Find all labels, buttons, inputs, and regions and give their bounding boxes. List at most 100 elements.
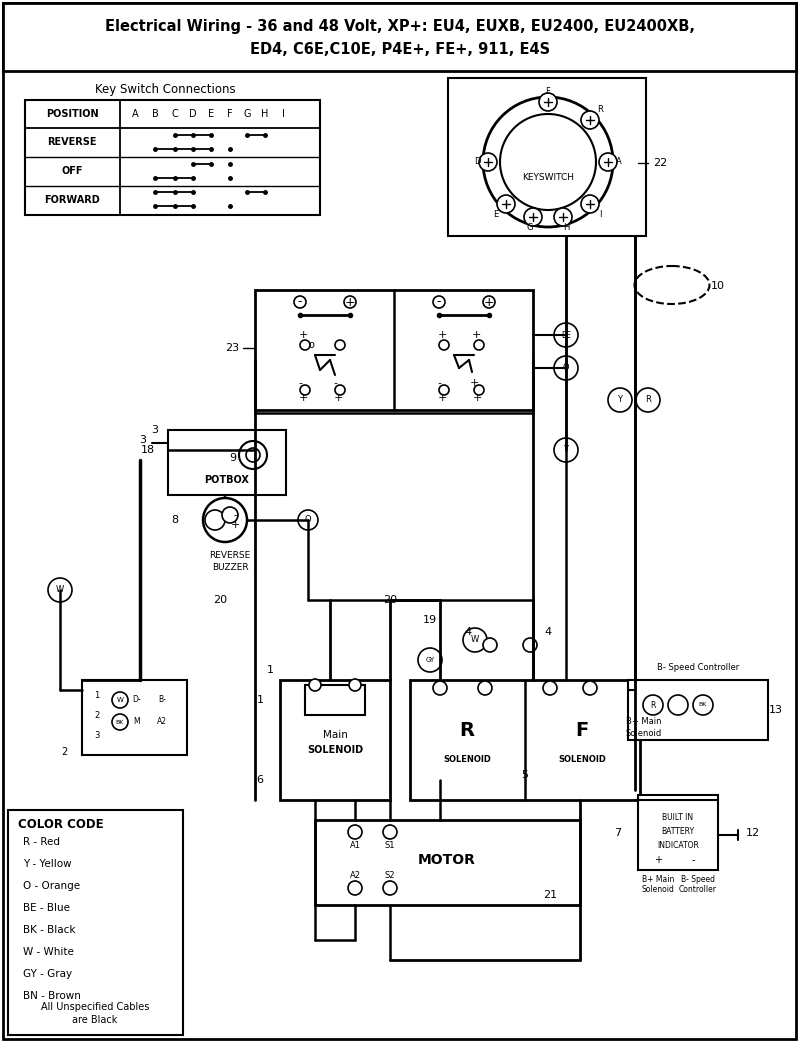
- Text: 8: 8: [171, 515, 178, 525]
- Text: 20: 20: [213, 595, 227, 605]
- Text: I: I: [599, 210, 602, 219]
- Text: -: -: [437, 378, 441, 388]
- Circle shape: [300, 340, 310, 350]
- Text: -: -: [233, 510, 237, 520]
- Text: 12: 12: [746, 828, 760, 838]
- Circle shape: [554, 208, 572, 226]
- Bar: [315, 820, 580, 905]
- Text: B- Speed: B- Speed: [681, 875, 715, 885]
- Circle shape: [543, 681, 557, 695]
- Text: BUILT IN: BUILT IN: [662, 813, 694, 821]
- Text: 7: 7: [614, 828, 622, 838]
- Text: R: R: [645, 396, 651, 404]
- Text: C: C: [172, 109, 178, 119]
- Text: 19: 19: [423, 615, 437, 625]
- Text: +: +: [230, 520, 240, 530]
- Circle shape: [349, 679, 361, 691]
- Bar: [8, 810, 183, 1035]
- Text: H: H: [562, 223, 569, 232]
- Circle shape: [300, 384, 310, 395]
- Text: 5: 5: [522, 770, 529, 780]
- Text: Main: Main: [322, 730, 347, 740]
- Circle shape: [668, 695, 688, 715]
- Text: +: +: [298, 330, 308, 340]
- Text: 1: 1: [94, 691, 100, 699]
- Circle shape: [693, 695, 713, 715]
- Circle shape: [581, 195, 599, 213]
- Text: G: G: [527, 223, 534, 232]
- Bar: [255, 290, 533, 410]
- Circle shape: [554, 356, 578, 380]
- Text: +: +: [484, 296, 494, 308]
- Text: M: M: [134, 718, 140, 726]
- Circle shape: [463, 628, 487, 652]
- Circle shape: [636, 388, 660, 412]
- Circle shape: [48, 578, 72, 602]
- Text: All Unspecified Cables: All Unspecified Cables: [41, 1002, 149, 1012]
- Text: Y: Y: [563, 446, 569, 454]
- Text: R: R: [650, 700, 656, 710]
- Text: o: o: [308, 340, 314, 350]
- Circle shape: [583, 681, 597, 695]
- Circle shape: [554, 438, 578, 462]
- Text: W: W: [471, 636, 479, 645]
- Text: +: +: [345, 296, 355, 308]
- Text: BUZZER: BUZZER: [212, 563, 248, 571]
- Text: KEYSWITCH: KEYSWITCH: [522, 173, 574, 181]
- Text: Y: Y: [618, 396, 622, 404]
- Text: F: F: [546, 86, 550, 96]
- Bar: [628, 680, 768, 740]
- Text: 1: 1: [266, 665, 274, 675]
- Text: are Black: are Black: [72, 1015, 118, 1025]
- Text: INDICATOR: INDICATOR: [657, 841, 699, 849]
- Text: BK: BK: [116, 719, 124, 724]
- Text: +: +: [471, 330, 481, 340]
- Circle shape: [335, 384, 345, 395]
- Circle shape: [348, 880, 362, 895]
- Text: Y - Yellow: Y - Yellow: [23, 859, 72, 869]
- Text: -: -: [437, 296, 442, 308]
- Circle shape: [246, 448, 260, 462]
- Text: SOLENOID: SOLENOID: [307, 745, 363, 755]
- Text: B+ Main: B+ Main: [642, 875, 674, 885]
- Circle shape: [344, 296, 356, 308]
- Circle shape: [581, 111, 599, 129]
- Circle shape: [383, 880, 397, 895]
- Text: BE: BE: [561, 330, 571, 340]
- Text: R: R: [459, 720, 474, 740]
- Text: 4: 4: [545, 627, 551, 637]
- Text: REVERSE: REVERSE: [47, 137, 97, 147]
- Text: A2: A2: [157, 718, 167, 726]
- Text: OFF: OFF: [62, 166, 82, 176]
- Circle shape: [483, 638, 497, 652]
- Circle shape: [112, 714, 128, 730]
- Text: H: H: [262, 109, 269, 119]
- Ellipse shape: [634, 266, 710, 304]
- Text: B+ Main: B+ Main: [626, 718, 662, 726]
- Text: Key Switch Connections: Key Switch Connections: [94, 83, 235, 97]
- Text: -: -: [691, 855, 694, 865]
- Circle shape: [608, 388, 632, 412]
- Text: SOLENOID: SOLENOID: [558, 755, 606, 765]
- Circle shape: [348, 825, 362, 839]
- Text: 6: 6: [257, 775, 263, 785]
- Circle shape: [474, 340, 484, 350]
- Text: 2: 2: [61, 747, 67, 756]
- Circle shape: [222, 507, 238, 523]
- Bar: [3, 3, 796, 71]
- Text: BN - Brown: BN - Brown: [23, 991, 81, 1001]
- Text: 18: 18: [141, 445, 155, 455]
- Text: W: W: [56, 586, 64, 595]
- Text: MOTOR: MOTOR: [418, 853, 476, 867]
- Circle shape: [478, 681, 492, 695]
- Text: S1: S1: [385, 842, 395, 850]
- Text: 4: 4: [465, 627, 471, 637]
- Text: O: O: [562, 364, 570, 372]
- Circle shape: [203, 498, 247, 542]
- Text: R - Red: R - Red: [23, 837, 60, 847]
- Text: BK: BK: [699, 702, 707, 708]
- Circle shape: [524, 208, 542, 226]
- Bar: [168, 430, 286, 495]
- Text: BATTERY: BATTERY: [662, 826, 694, 836]
- Circle shape: [205, 510, 225, 530]
